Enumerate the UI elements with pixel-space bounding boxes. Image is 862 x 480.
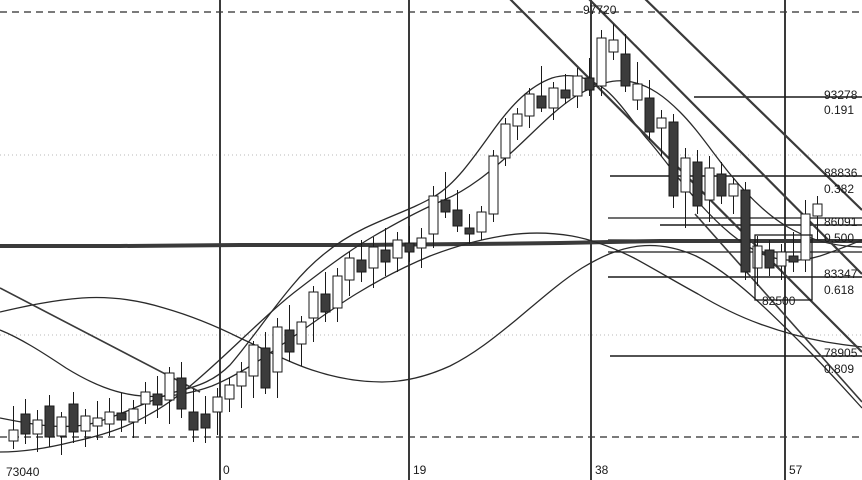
candlestick[interactable] <box>248 341 259 398</box>
candlestick[interactable] <box>692 150 703 214</box>
fibonacci-ratio-label: 0.382 <box>824 182 855 196</box>
candlestick[interactable] <box>440 172 451 218</box>
candlestick[interactable] <box>380 228 391 276</box>
candlestick[interactable] <box>224 378 235 412</box>
candlestick[interactable] <box>308 286 319 342</box>
candlestick[interactable] <box>164 367 175 424</box>
candlestick[interactable] <box>524 88 535 128</box>
candlestick[interactable] <box>92 401 103 440</box>
candlestick[interactable] <box>548 82 559 120</box>
candlestick[interactable] <box>752 236 763 286</box>
drawing-rectangle-annotation[interactable] <box>754 234 813 301</box>
candlestick[interactable] <box>416 228 427 268</box>
price-axis-label: 88836 <box>824 166 858 180</box>
candlestick[interactable] <box>464 214 475 244</box>
candlestick[interactable] <box>200 396 211 443</box>
candlestick[interactable] <box>104 398 115 436</box>
candlestick[interactable] <box>272 318 283 398</box>
candlestick[interactable] <box>152 376 163 418</box>
candlestick[interactable] <box>116 393 127 432</box>
candlestick[interactable] <box>368 237 379 288</box>
candlestick[interactable] <box>260 332 271 394</box>
candlestick[interactable] <box>284 305 295 362</box>
candlestick[interactable] <box>620 34 631 92</box>
fibonacci-ratio-label: 0.618 <box>824 283 855 297</box>
candlestick[interactable] <box>584 58 595 96</box>
candlestick[interactable] <box>476 206 487 240</box>
candlestick[interactable] <box>452 190 463 232</box>
candlestick[interactable] <box>404 226 415 262</box>
fibonacci-ratio-label: 0.809 <box>824 362 855 376</box>
candlestick[interactable] <box>236 362 247 408</box>
candlestick[interactable] <box>80 409 91 447</box>
candlestick[interactable] <box>608 24 619 60</box>
candlestick[interactable] <box>428 186 439 248</box>
candlestick[interactable] <box>332 268 343 322</box>
moving-average-curves <box>0 75 862 453</box>
candlestick[interactable] <box>704 156 715 222</box>
time-axis-tick-label: 57 <box>789 463 803 477</box>
time-axis-tick-label: 0 <box>223 463 230 477</box>
candlestick[interactable] <box>8 406 19 449</box>
candlestick[interactable] <box>560 74 571 104</box>
candlestick-series[interactable] <box>8 24 823 455</box>
candlestick[interactable] <box>740 182 751 280</box>
chart-annotation-label: 97720 <box>583 3 617 17</box>
fibonacci-ratio-label: 0.191 <box>824 103 855 117</box>
candlestick[interactable] <box>344 252 355 296</box>
candlestick[interactable] <box>188 389 199 442</box>
candlestick[interactable] <box>212 388 223 435</box>
candlestick[interactable] <box>596 30 607 96</box>
price-axis-label: 86091 <box>824 215 858 229</box>
candlestick[interactable] <box>296 316 307 366</box>
price-axis-label: 78905 <box>824 346 858 360</box>
time-axis-tick-label: 38 <box>595 463 609 477</box>
fibonacci-ratio-label: 0.500 <box>824 231 855 245</box>
candlestick[interactable] <box>320 272 331 322</box>
candlestick[interactable] <box>764 240 775 276</box>
candlestick[interactable] <box>488 150 499 222</box>
candlestick[interactable] <box>56 412 67 455</box>
candlestick[interactable] <box>728 178 739 214</box>
candlestick[interactable] <box>812 196 823 240</box>
candlestick[interactable] <box>32 410 43 452</box>
candlestick[interactable] <box>500 118 511 166</box>
candlestick[interactable] <box>68 392 79 443</box>
candlestick[interactable] <box>644 80 655 140</box>
candlestick[interactable] <box>20 399 31 444</box>
candlestick[interactable] <box>392 232 403 272</box>
candlestick[interactable] <box>572 68 583 108</box>
time-axis-tick-label: 19 <box>413 463 427 477</box>
candlestick[interactable] <box>176 362 187 418</box>
thick-moving-average <box>0 239 862 248</box>
candlestick[interactable] <box>656 110 667 156</box>
chart-annotation-label: 73040 <box>6 465 40 479</box>
candlestick[interactable] <box>140 382 151 424</box>
candlestick[interactable] <box>800 200 811 272</box>
candlestick[interactable] <box>536 66 547 112</box>
candlestick[interactable] <box>632 62 643 110</box>
candlestick[interactable] <box>680 148 691 228</box>
candlestick[interactable] <box>44 395 55 447</box>
candlestick[interactable] <box>512 108 523 140</box>
candlestick[interactable] <box>788 232 799 272</box>
candlestick[interactable] <box>356 240 367 282</box>
candlestick[interactable] <box>776 244 787 280</box>
candlestick[interactable] <box>668 114 679 208</box>
candlestick[interactable] <box>128 400 139 438</box>
chart-annotation-label: 82500 <box>762 294 796 308</box>
candlestick[interactable] <box>716 162 727 204</box>
price-axis-label: 93278 <box>824 88 858 102</box>
price-axis-label: 83347 <box>824 267 858 281</box>
